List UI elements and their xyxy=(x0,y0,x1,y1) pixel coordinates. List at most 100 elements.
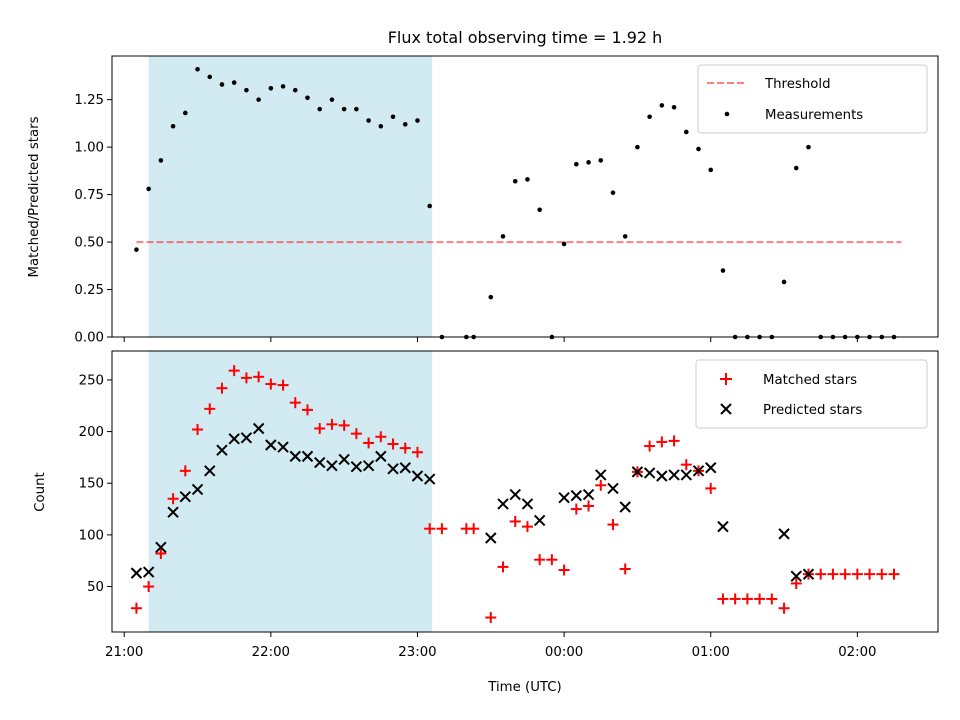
predicted-point-b xyxy=(423,473,436,485)
measurement-point xyxy=(622,234,628,239)
matched-point xyxy=(656,436,668,448)
y-tick-label: 0.25 xyxy=(74,283,104,298)
measurement-point xyxy=(574,161,579,167)
y-tick-label: 100 xyxy=(79,528,104,543)
measurement-point xyxy=(415,118,420,123)
matched-point xyxy=(754,593,766,605)
predicted-point xyxy=(692,465,705,477)
measurement-point xyxy=(720,268,726,273)
matched-point xyxy=(179,465,191,477)
measurement-point xyxy=(561,241,567,247)
measurement-point xyxy=(244,87,249,93)
predicted-point-b xyxy=(643,467,656,479)
y-tick-label: 150 xyxy=(79,477,104,492)
measurement-point xyxy=(183,110,188,116)
matched-point xyxy=(595,479,607,491)
predicted-point xyxy=(301,450,314,463)
measurement-point xyxy=(268,85,274,91)
top-x-ticks xyxy=(123,337,858,342)
bottom-axes-frame xyxy=(111,350,939,633)
predicted-point-b xyxy=(228,433,240,445)
predicted-point xyxy=(228,433,240,445)
y-tick-label: 200 xyxy=(79,425,104,440)
predicted-point xyxy=(130,567,143,579)
y-tick-label: 0.00 xyxy=(74,331,104,346)
predicted-point-b xyxy=(533,514,546,527)
predicted-point-b xyxy=(802,568,815,580)
predicted-point-b xyxy=(509,488,521,501)
measurement-point xyxy=(659,103,665,108)
y-tick-label: 0.50 xyxy=(74,236,104,251)
matched-point xyxy=(864,568,876,580)
top-legend: Threshold Measurements xyxy=(697,64,928,134)
predicted-point-b xyxy=(411,470,424,482)
matched-point xyxy=(155,547,167,559)
x-tick-label: 02:00 xyxy=(838,645,876,660)
predicted-point-b xyxy=(204,465,216,477)
matched-point xyxy=(509,515,521,527)
predicted-point-b xyxy=(375,450,387,463)
matched-point xyxy=(851,568,863,580)
predicted-point-b xyxy=(338,453,350,466)
matched-point xyxy=(888,568,900,580)
measurement-point xyxy=(781,279,787,285)
legend-matched-swatch xyxy=(720,373,732,385)
measurement-point xyxy=(354,106,359,112)
matched-point xyxy=(265,378,277,390)
x-tick-label: 22:00 xyxy=(252,645,290,660)
measurement-point xyxy=(635,144,640,150)
predicted-point-b xyxy=(277,441,289,453)
predicted-point-b xyxy=(582,488,595,501)
y-tick-label: 1.25 xyxy=(74,93,104,108)
matched-point xyxy=(570,503,582,515)
predicted-point-b xyxy=(155,541,167,553)
legend-threshold-label: Threshold xyxy=(764,77,831,92)
predicted-point-b xyxy=(362,459,375,472)
matched-point xyxy=(815,568,827,580)
matched-point xyxy=(350,428,362,440)
predicted-point xyxy=(204,465,216,477)
measurement-point xyxy=(341,106,347,112)
measurement-point xyxy=(427,203,432,209)
measurement-point xyxy=(402,122,408,127)
top-shaded-interval xyxy=(148,56,433,337)
predicted-point xyxy=(387,463,399,475)
measurement-point xyxy=(170,123,176,129)
top-legend-box xyxy=(697,64,928,134)
predicted-point xyxy=(362,459,375,472)
measurement-point xyxy=(586,160,591,165)
matched-point xyxy=(192,424,204,436)
predicted-point xyxy=(252,422,265,435)
measurement-point xyxy=(378,123,384,129)
matched-point xyxy=(717,593,729,605)
predicted-point-b xyxy=(570,489,583,502)
predicted-point-b xyxy=(252,422,265,435)
matched-point xyxy=(766,593,778,605)
matched-point xyxy=(790,577,802,589)
predicted-point-b xyxy=(216,444,228,456)
predicted-point-b xyxy=(656,470,668,482)
matched-point xyxy=(289,397,301,409)
matched-point xyxy=(302,404,314,416)
predicted-point xyxy=(607,482,619,495)
matched-point xyxy=(240,372,252,384)
predicted-point xyxy=(326,459,338,472)
measurement-point xyxy=(708,167,714,173)
predicted-point xyxy=(595,469,607,481)
measurement-point xyxy=(134,247,139,252)
y-tick-label: 250 xyxy=(79,373,104,388)
matched-point xyxy=(436,523,448,535)
predicted-point xyxy=(631,466,644,478)
matched-point xyxy=(607,519,619,531)
predicted-point xyxy=(558,491,570,504)
matched-point xyxy=(204,403,216,415)
predicted-point-b xyxy=(607,482,619,495)
predicted-point-b xyxy=(497,498,509,510)
predicted-point-b xyxy=(558,491,570,504)
predicted-point xyxy=(778,528,790,540)
x-tick-label: 01:00 xyxy=(692,645,730,660)
legend-matched-label: Matched stars xyxy=(763,373,857,388)
predicted-point xyxy=(314,456,326,469)
predicted-point xyxy=(277,441,289,453)
predicted-point-b xyxy=(521,498,534,510)
